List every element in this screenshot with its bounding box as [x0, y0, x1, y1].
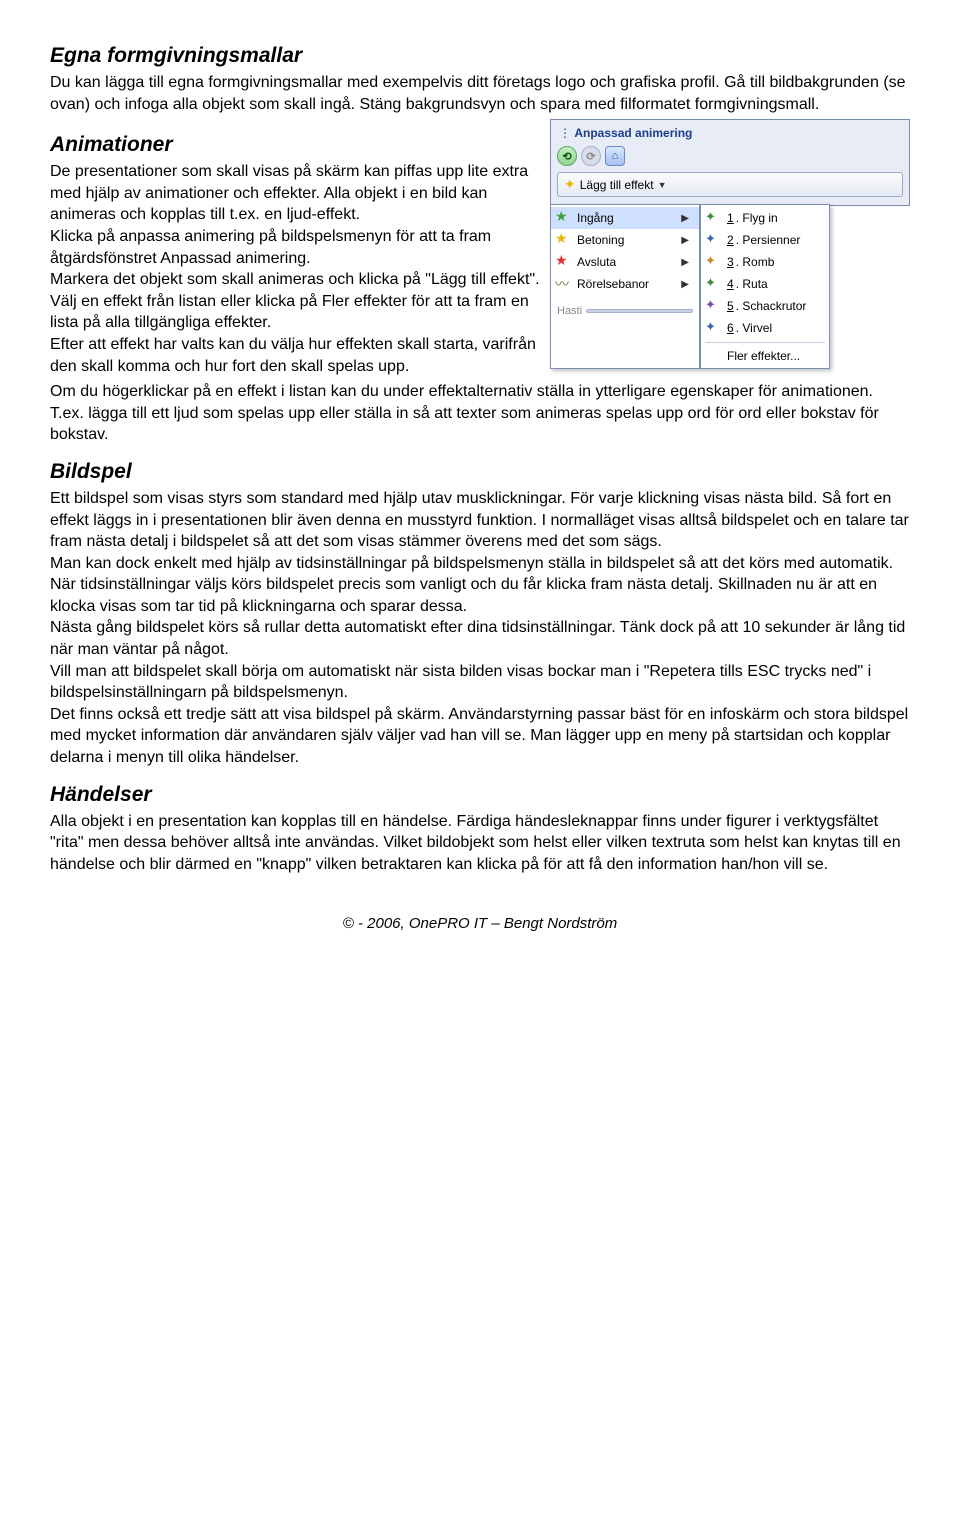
effect-icon: [705, 210, 721, 226]
add-effect-button[interactable]: ✦ Lägg till effekt ▼: [557, 172, 903, 197]
submenu-arrow-icon: ▶: [681, 279, 689, 290]
avsluta-icon: [555, 254, 571, 270]
add-effect-label: Lägg till effekt: [580, 178, 654, 192]
submenu-arrow-icon: ▶: [681, 257, 689, 268]
para-bildspel: Ett bildspel som visas styrs som standar…: [50, 488, 910, 769]
effect-item[interactable]: 1. Flyg in: [701, 207, 829, 229]
menu-item-avsluta[interactable]: Avsluta ▶: [551, 251, 699, 273]
pane-title: ⋮ Anpassad animering: [557, 124, 903, 144]
effect-item[interactable]: 6. Virvel: [701, 317, 829, 339]
page-footer: © - 2006, OnePRO IT – Bengt Nordström: [50, 915, 910, 932]
betoning-icon: [555, 232, 571, 248]
para-handelser: Alla objekt i en presentation kan koppla…: [50, 811, 910, 876]
menu-item-ingang[interactable]: Ingång ▶: [551, 207, 699, 229]
effect-item[interactable]: 2. Persienner: [701, 229, 829, 251]
effect-icon: [705, 254, 721, 270]
menu-label: Betoning: [577, 233, 624, 247]
more-effects-label: Fler effekter...: [727, 349, 800, 363]
para-anim: De presentationer som skall visas på skä…: [50, 161, 540, 377]
effect-item[interactable]: 3. Romb: [701, 251, 829, 273]
para-egna: Du kan lägga till egna formgivningsmalla…: [50, 72, 910, 115]
heading-anim: Animationer: [50, 133, 540, 157]
nav-home-icon[interactable]: ⌂: [605, 146, 625, 166]
menu-item-rorelsebanor[interactable]: Rörelsebanor ▶: [551, 273, 699, 295]
effect-icon: [705, 232, 721, 248]
menu-label: Avsluta: [577, 255, 616, 269]
speed-label: Hasti: [557, 305, 582, 317]
effect-item[interactable]: 5. Schackrutor: [701, 295, 829, 317]
more-effects-item[interactable]: Fler effekter...: [701, 346, 829, 366]
menu-label: Rörelsebanor: [577, 277, 649, 291]
category-menu: Ingång ▶ Betoning ▶ Avsluta ▶ Rörelseban…: [550, 204, 700, 369]
effect-item[interactable]: 4. Ruta: [701, 273, 829, 295]
chevron-down-icon: ▼: [658, 180, 667, 190]
menu-item-betoning[interactable]: Betoning ▶: [551, 229, 699, 251]
speed-slider[interactable]: [586, 309, 693, 313]
menu-label: Ingång: [577, 211, 614, 225]
nav-back-icon[interactable]: ⟲: [557, 146, 577, 166]
effect-icon: [705, 276, 721, 292]
heading-bildspel: Bildspel: [50, 460, 910, 484]
effects-menu: 1. Flyg in 2. Persienner 3. Romb 4. Ruta…: [700, 204, 830, 369]
rorelsebanor-icon: [555, 276, 571, 292]
anim-screenshot: ⋮ Anpassad animering ⟲ ⟳ ⌂ ✦ Lägg till e…: [550, 119, 910, 369]
nav-forward-icon[interactable]: ⟳: [581, 146, 601, 166]
submenu-arrow-icon: ▶: [681, 235, 689, 246]
effect-icon: [705, 320, 721, 336]
menu-separator: [705, 342, 825, 343]
para-anim-tail: Om du högerklickar på en effekt i listan…: [50, 381, 910, 446]
submenu-arrow-icon: ▶: [681, 213, 689, 224]
heading-egna: Egna formgivningsmallar: [50, 44, 910, 68]
ingang-icon: [555, 210, 571, 226]
heading-handelser: Händelser: [50, 783, 910, 807]
effect-icon: [705, 298, 721, 314]
star-icon: ✦: [564, 176, 576, 193]
